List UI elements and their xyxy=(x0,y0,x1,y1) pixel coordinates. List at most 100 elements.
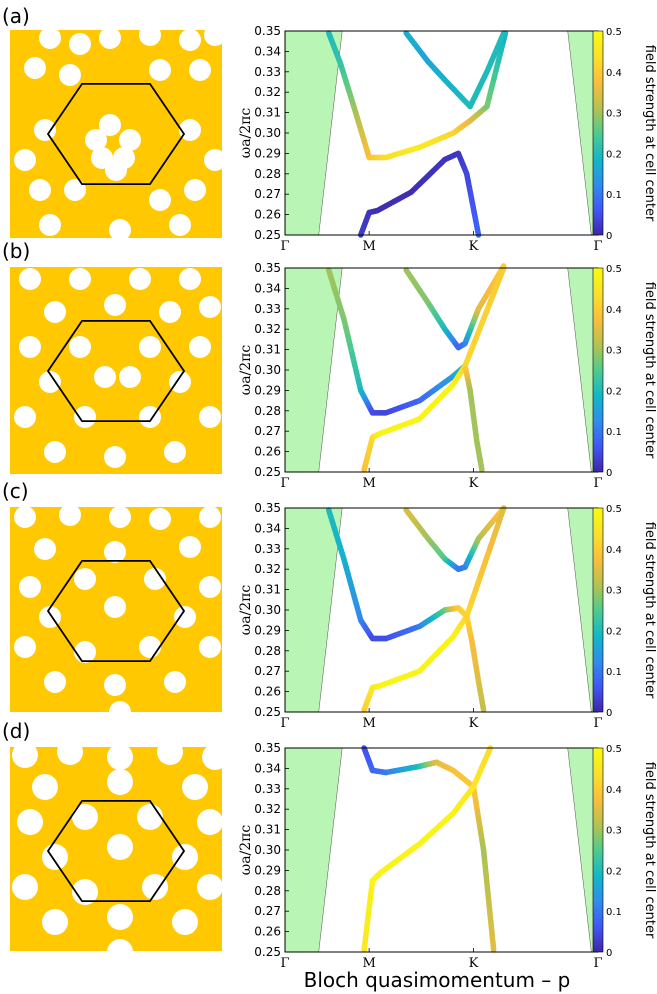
colorbar-tick-label: 0.4 xyxy=(606,785,622,796)
lattice-hole xyxy=(109,219,131,241)
colorbar-tick-label: 0 xyxy=(606,468,612,479)
lattice-hole xyxy=(149,59,171,81)
lattice-hole xyxy=(119,366,141,388)
x-tick-label: Γ xyxy=(280,239,289,254)
colorbar-tick-label: 0.4 xyxy=(606,305,622,316)
y-tick-label: 0.26 xyxy=(254,208,281,222)
colorbar-tick-label: 0 xyxy=(606,948,612,959)
lattice-hole xyxy=(12,742,38,768)
lattice-hole xyxy=(44,671,66,693)
lattice-hole xyxy=(69,33,91,55)
lattice-hole xyxy=(32,774,58,800)
x-tick-label: Γ xyxy=(280,716,289,731)
lattice-hole xyxy=(129,268,151,290)
lattice-hole xyxy=(19,336,41,358)
y-axis-label: ωa/2πc xyxy=(238,585,254,636)
y-tick-label: 0.33 xyxy=(254,302,281,316)
lattice-hole xyxy=(14,636,36,658)
lattice-hole xyxy=(74,406,96,428)
lattice-hole xyxy=(169,214,191,236)
panel-b: (b)0.250.260.270.280.290.300.310.320.330… xyxy=(2,239,657,491)
y-tick-label: 0.31 xyxy=(254,343,281,357)
colorbar-tick-label: 0.1 xyxy=(606,190,622,201)
colorbar-tick-label: 0.5 xyxy=(606,264,622,275)
lattice-hole xyxy=(197,874,223,900)
y-tick-label: 0.30 xyxy=(254,603,281,617)
colorbar-tick-label: 0.3 xyxy=(606,586,622,597)
colorbar-tick-label: 0.2 xyxy=(606,626,622,637)
lattice-hole xyxy=(14,406,36,428)
lattice-hole xyxy=(149,189,171,211)
lattice-hole xyxy=(12,874,38,900)
y-tick-label: 0.35 xyxy=(254,501,281,515)
lattice-hole xyxy=(109,506,131,528)
colorbar-tick-label: 0.5 xyxy=(606,504,622,515)
lattice-hole xyxy=(74,641,96,663)
band-segment xyxy=(488,748,490,753)
lattice-hole xyxy=(107,744,133,770)
y-tick-label: 0.35 xyxy=(254,24,281,38)
lattice-hole xyxy=(172,909,198,935)
lattice-hole xyxy=(139,636,161,658)
y-tick-label: 0.31 xyxy=(254,583,281,597)
lattice-hole xyxy=(105,159,127,181)
lattice-hole xyxy=(19,268,41,290)
colorbar xyxy=(593,748,603,952)
lattice-hole xyxy=(99,27,121,49)
colorbar xyxy=(593,31,603,235)
lattice-hole xyxy=(139,336,161,358)
lattice-hole xyxy=(34,119,56,141)
x-tick-label: M xyxy=(362,956,375,971)
y-tick-label: 0.27 xyxy=(254,424,281,438)
lattice-hole xyxy=(174,606,196,628)
lattice-hole xyxy=(179,536,201,558)
y-tick-label: 0.26 xyxy=(254,445,281,459)
lattice-hole xyxy=(107,769,133,795)
y-tick-label: 0.28 xyxy=(254,644,281,658)
lattice-hole xyxy=(44,441,66,463)
y-tick-label: 0.29 xyxy=(254,623,281,637)
y-tick-label: 0.32 xyxy=(254,85,281,99)
y-tick-label: 0.25 xyxy=(254,228,281,242)
colorbar-tick-label: 0 xyxy=(606,708,612,719)
y-tick-label: 0.26 xyxy=(254,925,281,939)
y-tick-label: 0.32 xyxy=(254,322,281,336)
lattice-hole xyxy=(199,576,221,598)
y-tick-label: 0.31 xyxy=(254,106,281,120)
band-segment xyxy=(477,227,478,235)
band-segment xyxy=(483,706,484,710)
band-segment xyxy=(481,466,482,470)
y-tick-label: 0.27 xyxy=(254,187,281,201)
colorbar-tick-label: 0.2 xyxy=(606,386,622,397)
colorbar-tick-label: 0.1 xyxy=(606,667,622,678)
lattice-hole xyxy=(149,508,171,530)
lattice-hole xyxy=(104,541,126,563)
y-tick-label: 0.30 xyxy=(254,126,281,140)
lattice-hole xyxy=(159,301,181,323)
colorbar-tick-label: 0.3 xyxy=(606,346,622,357)
lattice-hole xyxy=(59,504,81,526)
lattice-hole xyxy=(104,596,126,618)
band-segment xyxy=(502,33,504,38)
lattice-hole xyxy=(39,27,61,49)
x-tick-label: Γ xyxy=(593,956,602,971)
lattice-hole xyxy=(69,336,91,358)
lattice-hole xyxy=(179,268,201,290)
y-tick-label: 0.34 xyxy=(254,521,281,535)
y-tick-label: 0.35 xyxy=(254,741,281,755)
lattice-hole xyxy=(107,904,133,930)
y-tick-label: 0.33 xyxy=(254,782,281,796)
lattice-hole xyxy=(64,179,86,201)
y-tick-label: 0.25 xyxy=(254,945,281,959)
lattice-hole xyxy=(39,214,61,236)
lattice-hole xyxy=(184,179,206,201)
y-tick-label: 0.29 xyxy=(254,863,281,877)
colorbar-tick-label: 0.1 xyxy=(606,907,622,918)
lattice-hole xyxy=(74,568,96,590)
y-tick-label: 0.32 xyxy=(254,802,281,816)
lattice-hole xyxy=(199,296,221,318)
lattice-hole xyxy=(14,149,36,171)
lattice-hole xyxy=(164,671,186,693)
x-tick-label: K xyxy=(469,956,479,971)
y-tick-label: 0.28 xyxy=(254,884,281,898)
